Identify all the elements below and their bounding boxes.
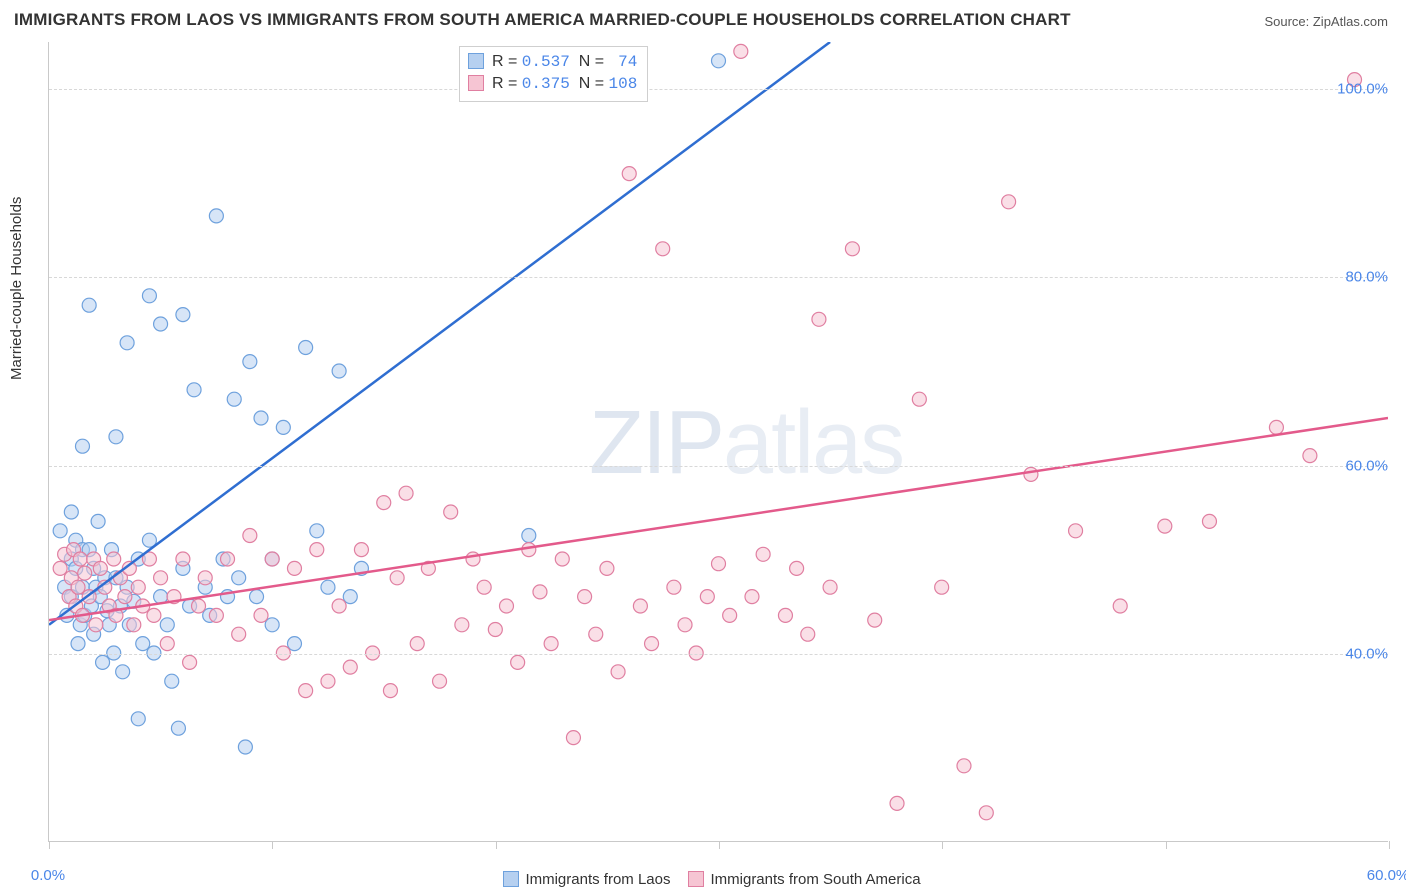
- correlation-stats-box: R = 0.537 N = 74R = 0.375 N = 108: [459, 46, 648, 102]
- x-tick: [49, 841, 50, 849]
- x-tick: [496, 841, 497, 849]
- stats-row: R = 0.537 N = 74: [468, 51, 637, 73]
- legend-swatch: [503, 871, 519, 887]
- source-label: Source:: [1264, 14, 1312, 29]
- watermark: ZIPatlas: [589, 392, 903, 495]
- y-tick-label: 100.0%: [1337, 81, 1388, 98]
- chart-title: IMMIGRANTS FROM LAOS VS IMMIGRANTS FROM …: [14, 10, 1071, 30]
- plot-svg: [49, 42, 1388, 841]
- gridline: [49, 277, 1388, 278]
- legend-swatch: [688, 871, 704, 887]
- chart-source: Source: ZipAtlas.com: [1264, 14, 1388, 29]
- x-tick: [942, 841, 943, 849]
- legend-swatch: [468, 75, 484, 91]
- watermark-thin: atlas: [723, 393, 903, 493]
- x-tick: [719, 841, 720, 849]
- watermark-bold: ZIP: [589, 393, 723, 493]
- x-tick-label: 0.0%: [31, 867, 65, 884]
- x-tick: [272, 841, 273, 849]
- y-tick-label: 80.0%: [1345, 269, 1388, 286]
- gridline: [49, 466, 1388, 467]
- gridline: [49, 654, 1388, 655]
- bottom-legend: Immigrants from Laos Immigrants from Sout…: [0, 871, 1406, 888]
- y-tick-label: 40.0%: [1345, 645, 1388, 662]
- stats-row: R = 0.375 N = 108: [468, 73, 637, 95]
- y-tick-label: 60.0%: [1345, 457, 1388, 474]
- scatter-plot: ZIPatlas R = 0.537 N = 74R = 0.375 N = 1…: [48, 42, 1388, 842]
- x-tick-label: 60.0%: [1367, 867, 1406, 884]
- x-tick: [1389, 841, 1390, 849]
- legend-label: Immigrants from Laos: [525, 871, 670, 888]
- gridline: [49, 89, 1388, 90]
- source-value: ZipAtlas.com: [1313, 14, 1388, 29]
- legend-label: Immigrants from South America: [710, 871, 920, 888]
- legend-swatch: [468, 53, 484, 69]
- y-axis-label: Married-couple Households: [8, 197, 25, 380]
- x-tick: [1166, 841, 1167, 849]
